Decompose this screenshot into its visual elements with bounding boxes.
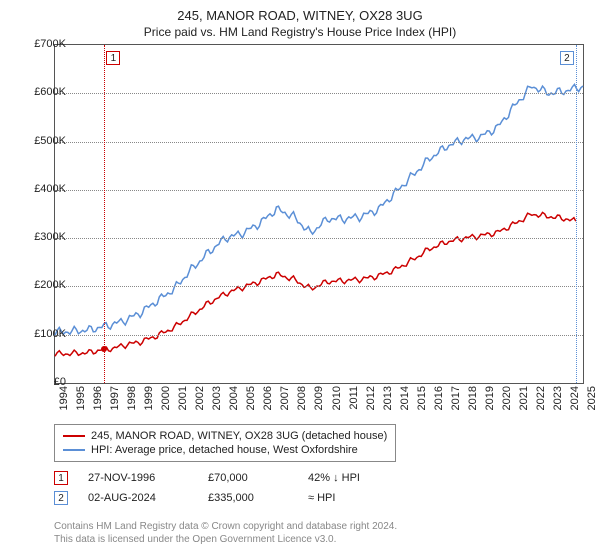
- y-tick-label: £200K: [20, 279, 66, 291]
- x-tick-label: 1995: [75, 386, 87, 410]
- event-date: 02-AUG-2024: [88, 492, 188, 504]
- chart-lines-svg: [55, 45, 583, 383]
- x-tick-label: 2025: [586, 386, 598, 410]
- x-tick-label: 2014: [399, 386, 411, 410]
- footer-line2: This data is licensed under the Open Gov…: [54, 533, 397, 546]
- x-tick-label: 1998: [126, 386, 138, 410]
- x-tick-label: 2023: [552, 386, 564, 410]
- x-tick-label: 2007: [279, 386, 291, 410]
- chart-title: 245, MANOR ROAD, WITNEY, OX28 3UG: [0, 0, 600, 23]
- x-tick-label: 2020: [501, 386, 513, 410]
- event-price: £70,000: [208, 472, 288, 484]
- chart-container: 245, MANOR ROAD, WITNEY, OX28 3UG Price …: [0, 0, 600, 560]
- legend-swatch: [63, 449, 85, 451]
- y-tick-label: £400K: [20, 183, 66, 195]
- x-tick-label: 2012: [365, 386, 377, 410]
- x-tick-label: 2004: [228, 386, 240, 410]
- event-marker-box: 2: [54, 491, 68, 505]
- x-tick-label: 2000: [160, 386, 172, 410]
- legend-label: 245, MANOR ROAD, WITNEY, OX28 3UG (detac…: [91, 430, 387, 442]
- x-tick-label: 2011: [348, 386, 360, 410]
- x-tick-label: 2008: [296, 386, 308, 410]
- x-tick-label: 1996: [92, 386, 104, 410]
- legend-swatch: [63, 435, 85, 437]
- x-tick-label: 2019: [484, 386, 496, 410]
- x-tick-label: 2017: [450, 386, 462, 410]
- chart-subtitle: Price paid vs. HM Land Registry's House …: [0, 23, 600, 43]
- chart-marker-1: 1: [106, 51, 120, 65]
- legend-box: 245, MANOR ROAD, WITNEY, OX28 3UG (detac…: [54, 424, 396, 462]
- x-tick-label: 2001: [177, 386, 189, 410]
- x-tick-label: 2006: [262, 386, 274, 410]
- x-tick-label: 2010: [331, 386, 343, 410]
- footer-text: Contains HM Land Registry data © Crown c…: [54, 520, 397, 546]
- event-marker-box: 1: [54, 471, 68, 485]
- x-tick-label: 2021: [518, 386, 530, 410]
- chart-marker-2: 2: [560, 51, 574, 65]
- event-note: 42% ↓ HPI: [308, 472, 398, 484]
- x-tick-label: 2009: [313, 386, 325, 410]
- y-tick-label: £600K: [20, 86, 66, 98]
- y-tick-label: £300K: [20, 231, 66, 243]
- x-tick-label: 2005: [245, 386, 257, 410]
- x-tick-label: 2013: [382, 386, 394, 410]
- y-tick-label: £700K: [20, 38, 66, 50]
- footer-line1: Contains HM Land Registry data © Crown c…: [54, 520, 397, 533]
- x-tick-label: 2015: [416, 386, 428, 410]
- y-tick-label: £100K: [20, 328, 66, 340]
- x-tick-label: 2016: [433, 386, 445, 410]
- event-row: 1 27-NOV-1996 £70,000 42% ↓ HPI: [54, 468, 398, 488]
- y-tick-label: £500K: [20, 135, 66, 147]
- x-tick-label: 2002: [194, 386, 206, 410]
- x-tick-label: 2018: [467, 386, 479, 410]
- events-table: 1 27-NOV-1996 £70,000 42% ↓ HPI 2 02-AUG-2024…: [54, 468, 398, 508]
- series-line: [55, 84, 583, 335]
- event-note: ≈ HPI: [308, 492, 398, 504]
- x-tick-label: 2022: [535, 386, 547, 410]
- legend-label: HPI: Average price, detached house, West…: [91, 444, 358, 456]
- legend-item: HPI: Average price, detached house, West…: [63, 443, 387, 457]
- x-tick-label: 1997: [109, 386, 121, 410]
- event-row: 2 02-AUG-2024 £335,000 ≈ HPI: [54, 488, 398, 508]
- x-tick-label: 2003: [211, 386, 223, 410]
- event-price: £335,000: [208, 492, 288, 504]
- chart-plot-area: 12: [54, 44, 584, 384]
- event-date: 27-NOV-1996: [88, 472, 188, 484]
- x-tick-label: 1994: [58, 386, 70, 410]
- x-tick-label: 1999: [143, 386, 155, 410]
- x-tick-label: 2024: [569, 386, 581, 410]
- legend-item: 245, MANOR ROAD, WITNEY, OX28 3UG (detac…: [63, 429, 387, 443]
